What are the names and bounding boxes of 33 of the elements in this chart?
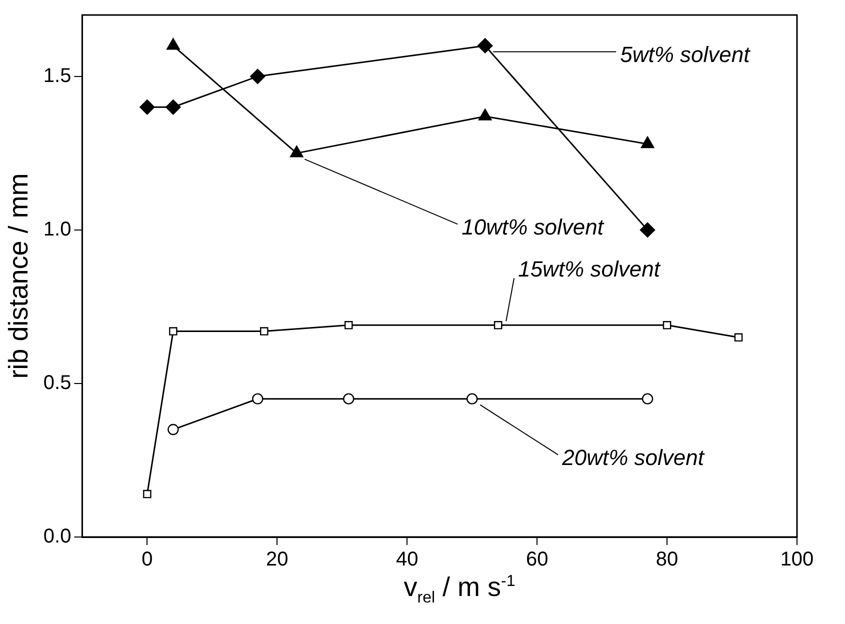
point <box>252 393 264 404</box>
point <box>169 327 178 336</box>
y-tick-label: 1.0 <box>43 218 72 240</box>
point <box>662 320 672 330</box>
point <box>734 333 743 342</box>
point <box>250 68 266 84</box>
point <box>260 327 268 336</box>
y-tick-label: 0.5 <box>43 372 72 394</box>
point <box>640 222 656 238</box>
y-tick-label: 1.5 <box>43 64 72 87</box>
x-tick-label: 20 <box>266 548 288 571</box>
point <box>168 424 179 436</box>
x-tick-label: 40 <box>396 548 418 571</box>
x-tick-label: 60 <box>526 548 548 571</box>
point <box>466 393 478 404</box>
y-axis-title: rib distance / mm <box>4 173 34 379</box>
x-tick-label: 100 <box>780 548 814 571</box>
point <box>494 320 502 330</box>
point <box>344 320 353 330</box>
point <box>143 490 152 498</box>
point <box>642 393 654 404</box>
series-label: 15wt% solvent <box>518 256 661 282</box>
point <box>166 100 181 115</box>
x-tick-label: 0 <box>142 548 153 571</box>
point <box>140 100 155 115</box>
text: 20wt% solvent <box>561 444 705 470</box>
x-axis-title: v$_{rel}$ / m s$^{-1}$ <box>402 572 516 608</box>
point <box>343 393 354 404</box>
point <box>477 38 493 54</box>
y-tick-label: 0.0 <box>43 526 72 548</box>
text: 10wt% solvent <box>462 214 604 240</box>
text: 5wt% solvent <box>620 42 751 67</box>
x-tick-label: 80 <box>656 548 678 571</box>
